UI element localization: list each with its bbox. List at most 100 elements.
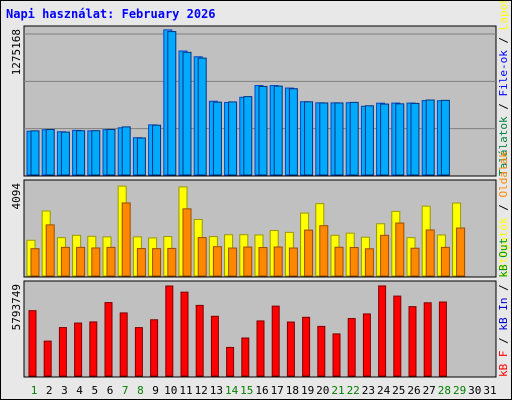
- bar-file-ok: [288, 88, 298, 176]
- bar-oldalak: [152, 248, 162, 277]
- chart-title: Napi használat: February 2026: [6, 7, 216, 21]
- bar-oldalak: [76, 246, 86, 277]
- bar-kb-f: [378, 285, 387, 377]
- x-tick-label: 12: [195, 384, 208, 397]
- x-tick-label: 21: [331, 384, 344, 397]
- bar-kb-f: [362, 313, 371, 377]
- bar-kb-f: [43, 340, 52, 377]
- bar-oldalak: [456, 227, 466, 277]
- bar-kb-f: [423, 302, 432, 377]
- bar-file-ok: [349, 101, 359, 176]
- bar-file-ok: [76, 130, 86, 176]
- legend-entry: kB In: [497, 298, 510, 331]
- bar-file-ok: [106, 128, 116, 176]
- legend-entry: kB F: [497, 351, 510, 378]
- x-tick-label: 16: [255, 384, 268, 397]
- x-tick-label: 17: [271, 384, 284, 397]
- bar-oldalak: [425, 229, 435, 277]
- x-tick-label: 14: [225, 384, 239, 397]
- x-tick-label: 30: [468, 384, 481, 397]
- legend-entry: /: [497, 97, 510, 117]
- bar-kb-f: [195, 304, 204, 377]
- panel-kbytes: 5793749 kB F / kB In / kB Out: [10, 238, 510, 378]
- bar-oldalak: [319, 225, 329, 277]
- bar-kb-f: [226, 346, 235, 377]
- x-tick-label: 18: [286, 384, 299, 397]
- x-tick-label: 1: [31, 384, 38, 397]
- bar-oldalak: [243, 246, 253, 277]
- bar-file-ok: [197, 57, 207, 176]
- legend-files-visits: Látogatók / Oldalak: [497, 151, 510, 277]
- x-tick-label: 8: [137, 384, 144, 397]
- bar-kb-f: [256, 320, 265, 377]
- bar-oldalak: [121, 202, 131, 277]
- x-tick-label: 20: [316, 384, 329, 397]
- bar-kb-f: [134, 327, 143, 377]
- bar-kb-f: [317, 325, 326, 377]
- bar-oldalak: [395, 222, 405, 277]
- bar-oldalak: [349, 247, 359, 277]
- bar-oldalak: [304, 229, 314, 277]
- legend-entry: /: [497, 278, 510, 298]
- bar-file-ok: [273, 85, 283, 176]
- x-tick-label: 31: [483, 384, 496, 397]
- bar-oldalak: [30, 248, 40, 277]
- x-tick-label: 7: [122, 384, 129, 397]
- bar-kb-f: [408, 306, 417, 377]
- bar-oldalak: [258, 247, 268, 277]
- bar-file-ok: [364, 105, 374, 176]
- bar-oldalak: [167, 247, 177, 277]
- bar-kb-f: [286, 321, 295, 377]
- bar-kb-f: [28, 310, 37, 377]
- x-tick-label: 27: [423, 384, 436, 397]
- bar-kb-f: [58, 327, 67, 377]
- x-tick-label: 4: [76, 384, 83, 397]
- y-max-label: 1275168: [10, 29, 23, 75]
- y-max-label: 4094: [10, 183, 23, 210]
- bar-kb-f: [347, 318, 356, 377]
- bar-oldalak: [182, 208, 192, 277]
- bar-kb-f: [89, 321, 98, 377]
- bar-oldalak: [212, 246, 222, 277]
- bar-file-ok: [91, 130, 101, 176]
- bar-oldalak: [288, 247, 298, 277]
- legend-entry: Látogatók: [497, 217, 510, 277]
- x-tick-label: 3: [61, 384, 68, 397]
- bar-file-ok: [304, 101, 314, 176]
- x-tick-label: 15: [240, 384, 253, 397]
- bar-oldalak: [440, 246, 450, 277]
- legend-entry: Lapok: [497, 1, 510, 30]
- bar-file-ok: [440, 99, 450, 176]
- bar-kb-f: [241, 337, 250, 377]
- x-tick-label: 24: [377, 384, 391, 397]
- legend-entry: /: [497, 30, 510, 50]
- x-tick-label: 5: [91, 384, 98, 397]
- bar-kb-f: [271, 305, 280, 377]
- bar-kb-f: [332, 333, 341, 377]
- bar-file-ok: [410, 102, 420, 176]
- y-max-label: 5793749: [10, 284, 23, 330]
- legend-entry: Találatok: [497, 116, 510, 176]
- bar-file-ok: [121, 126, 131, 176]
- bar-file-ok: [212, 101, 222, 176]
- bar-kb-f: [165, 285, 174, 377]
- x-tick-label: 29: [453, 384, 466, 397]
- legend-entry: Oldalak: [497, 151, 510, 198]
- x-tick-label: 13: [210, 384, 223, 397]
- legend-entry: /: [497, 331, 510, 351]
- bar-oldalak: [197, 237, 207, 277]
- x-tick-label: 22: [347, 384, 360, 397]
- bar-file-ok: [425, 99, 435, 176]
- x-tick-label: 11: [179, 384, 192, 397]
- bar-oldalak: [380, 234, 390, 277]
- bar-file-ok: [228, 101, 238, 176]
- x-tick-label: 10: [164, 384, 177, 397]
- bar-oldalak: [106, 246, 116, 277]
- bar-file-ok: [182, 51, 192, 176]
- bar-file-ok: [136, 137, 146, 176]
- bar-file-ok: [45, 128, 55, 176]
- x-tick-label: 23: [362, 384, 375, 397]
- legend-kbytes: kB F / kB In / kB Out: [497, 238, 510, 377]
